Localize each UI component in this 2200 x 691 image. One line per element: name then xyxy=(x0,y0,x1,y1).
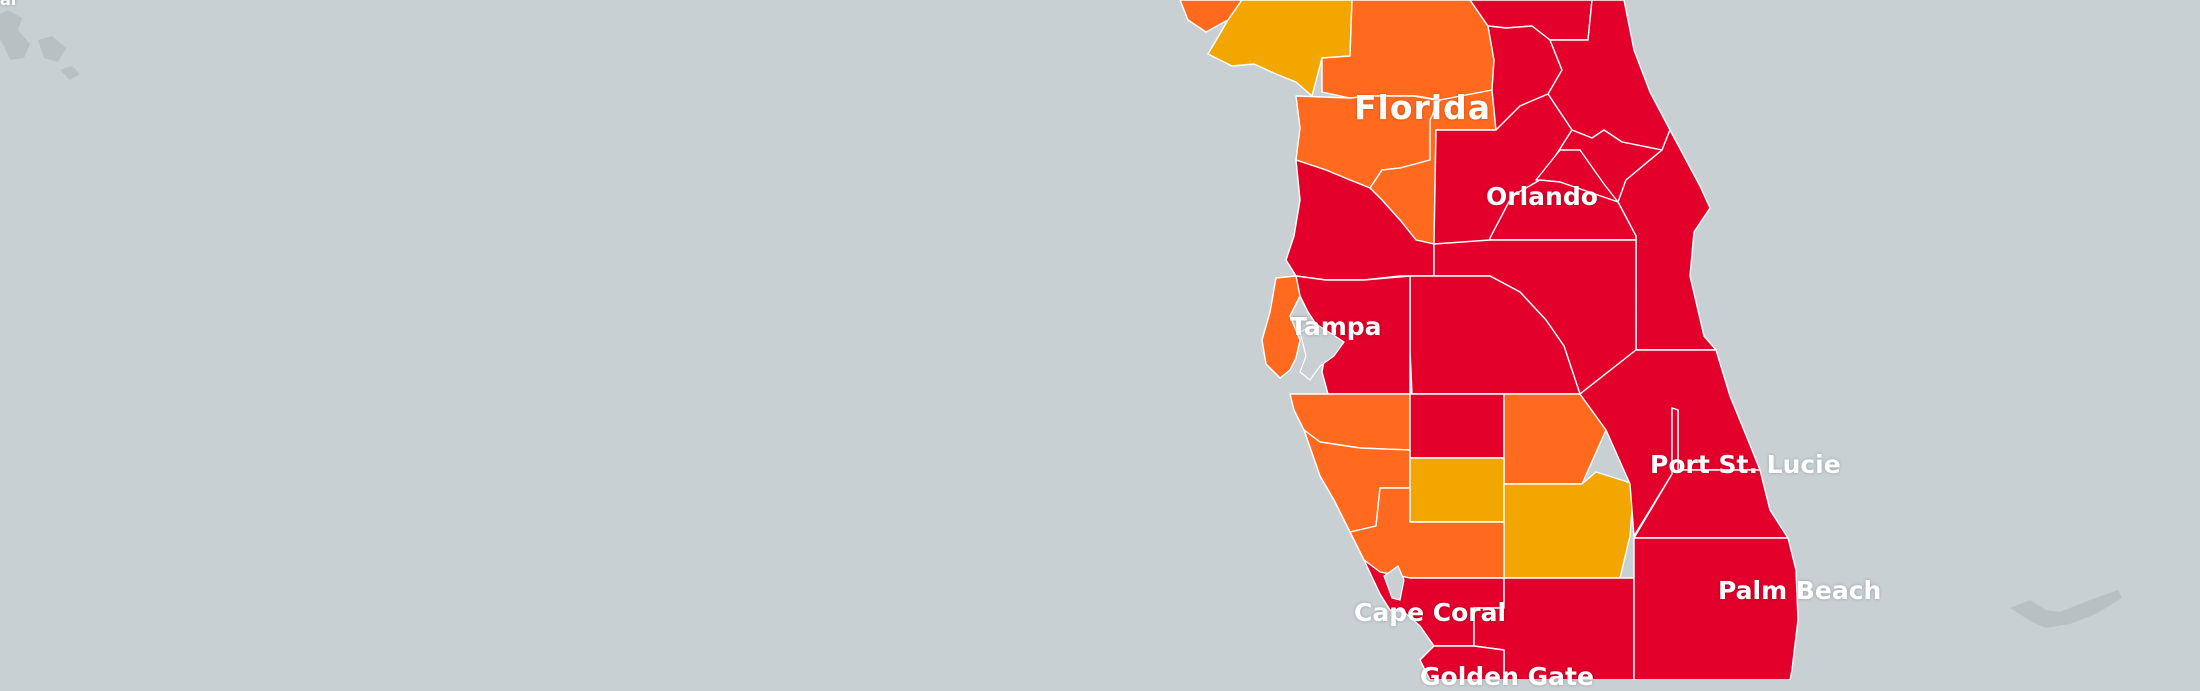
county-desoto[interactable] xyxy=(1409,457,1505,523)
city-label-cape-coral[interactable]: Cape Coral xyxy=(1354,598,1507,627)
city-label-orlando[interactable]: Orlando xyxy=(1486,182,1598,211)
charlotte-harbor-water xyxy=(1383,565,1405,601)
county-palm-beach[interactable] xyxy=(1633,537,1799,680)
county-indian-river[interactable] xyxy=(1633,407,1789,539)
city-label-palm-beach[interactable]: Palm Beach xyxy=(1718,576,1882,605)
county-panhandle-west[interactable] xyxy=(1179,0,1243,33)
city-label-tampa[interactable]: Tampa xyxy=(1290,312,1382,341)
city-label-golden-gate[interactable]: Golden Gate xyxy=(1420,662,1594,691)
county-pasco-hillsborough[interactable] xyxy=(1295,275,1411,395)
florida-counties[interactable] xyxy=(1179,0,1799,680)
county-hardee[interactable] xyxy=(1409,393,1505,459)
county-glades-okeechobee[interactable] xyxy=(1503,471,1635,579)
islands-top-left xyxy=(0,10,80,80)
city-label-port-st-lucie[interactable]: Port St. Lucie xyxy=(1650,450,1841,479)
state-label: Florida xyxy=(1354,88,1492,127)
county-collier[interactable] xyxy=(1419,645,1505,680)
corner-fragment-label: al xyxy=(0,0,16,9)
bahamas-island xyxy=(2010,590,2122,628)
county-pinellas[interactable] xyxy=(1261,275,1301,379)
tampa-bay-water xyxy=(1299,323,1345,381)
